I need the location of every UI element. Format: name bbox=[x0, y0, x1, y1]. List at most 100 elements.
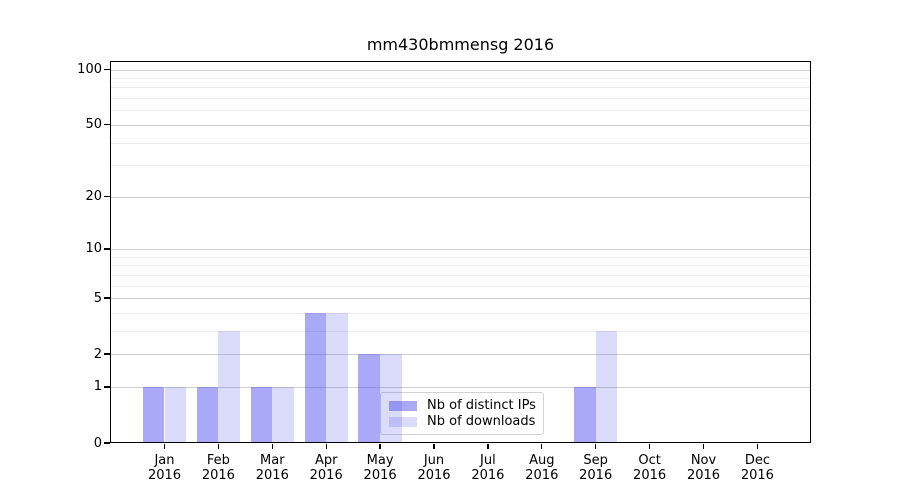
y-tick-5 bbox=[104, 297, 110, 299]
plot-area: Nb of distinct IPs Nb of downloads bbox=[110, 61, 811, 443]
x-tick-label-jul-2016: Jul 2016 bbox=[460, 453, 516, 483]
y-tick-label-50: 50 bbox=[85, 117, 102, 133]
bar-nb-of-downloads-feb-2016 bbox=[218, 330, 241, 443]
major-gridline-20 bbox=[110, 196, 811, 198]
x-tick-month: Feb bbox=[206, 453, 230, 468]
minor-gridline-60 bbox=[110, 110, 811, 112]
legend-label: Nb of distinct IPs bbox=[427, 398, 536, 413]
x-tick-month: Mar bbox=[260, 453, 285, 468]
x-tick-month: Jun bbox=[423, 453, 445, 468]
x-tick-jan-2016 bbox=[163, 443, 166, 449]
x-tick-year: 2016 bbox=[579, 468, 613, 483]
x-tick-label-mar-2016: Mar 2016 bbox=[244, 453, 300, 483]
chart-title: mm430bmmensg 2016 bbox=[366, 35, 555, 54]
x-tick-label-oct-2016: Oct 2016 bbox=[622, 453, 678, 483]
y-tick-label-20: 20 bbox=[85, 189, 102, 205]
x-tick-mar-2016 bbox=[271, 443, 273, 449]
x-tick-month: Sep bbox=[583, 453, 608, 468]
minor-gridline-4 bbox=[110, 312, 811, 314]
bar-nb-of-distinct-ips-may-2016 bbox=[358, 354, 381, 443]
gridlines-layer bbox=[110, 61, 811, 443]
x-tick-month: Apr bbox=[314, 453, 338, 468]
y-tick-50 bbox=[104, 124, 110, 126]
minor-gridline-30 bbox=[110, 165, 811, 167]
minor-gridline-7 bbox=[110, 274, 811, 276]
x-tick-month: Nov bbox=[690, 453, 717, 468]
x-tick-year: 2016 bbox=[417, 468, 451, 483]
minor-gridline-3 bbox=[110, 330, 811, 332]
minor-gridline-90 bbox=[110, 77, 811, 79]
x-tick-apr-2016 bbox=[325, 443, 327, 449]
x-tick-year: 2016 bbox=[147, 468, 182, 483]
bars-layer bbox=[110, 61, 811, 443]
y-tick-0 bbox=[104, 442, 110, 444]
x-tick-oct-2016 bbox=[648, 443, 651, 449]
major-gridline-50 bbox=[110, 124, 811, 126]
x-tick-year: 2016 bbox=[471, 468, 505, 483]
x-tick-jul-2016 bbox=[487, 443, 489, 449]
x-tick-label-feb-2016: Feb 2016 bbox=[190, 453, 246, 483]
y-tick-label-2: 2 bbox=[93, 346, 102, 362]
x-tick-dec-2016 bbox=[756, 443, 759, 449]
minor-gridline-6 bbox=[110, 285, 811, 287]
x-tick-label-sep-2016: Sep 2016 bbox=[568, 453, 624, 483]
x-tick-year: 2016 bbox=[309, 468, 343, 483]
minor-gridline-70 bbox=[110, 98, 811, 99]
x-tick-aug-2016 bbox=[541, 443, 543, 449]
y-tick-2 bbox=[104, 353, 110, 355]
x-tick-month: Jul bbox=[480, 453, 496, 468]
x-tick-may-2016 bbox=[379, 443, 381, 449]
y-tick-label-5: 5 bbox=[93, 290, 102, 306]
minor-gridline-8 bbox=[110, 265, 811, 267]
bar-nb-of-distinct-ips-feb-2016 bbox=[196, 386, 219, 443]
y-tick-label-1: 1 bbox=[93, 379, 102, 395]
bar-nb-of-distinct-ips-mar-2016 bbox=[250, 386, 273, 443]
y-tick-1 bbox=[104, 386, 110, 388]
x-tick-year: 2016 bbox=[255, 468, 289, 483]
legend-entry-nb-of-downloads: Nb of downloads bbox=[389, 414, 543, 430]
x-tick-month: Jan bbox=[154, 453, 175, 468]
x-tick-label-apr-2016: Apr 2016 bbox=[298, 453, 354, 483]
x-tick-month: Dec bbox=[744, 453, 770, 468]
major-gridline-10 bbox=[110, 248, 811, 250]
x-tick-label-dec-2016: Dec 2016 bbox=[729, 453, 785, 483]
major-gridline-5 bbox=[110, 298, 811, 299]
y-tick-label-0: 0 bbox=[93, 435, 102, 451]
bar-nb-of-downloads-apr-2016 bbox=[326, 312, 348, 443]
y-tick-20 bbox=[104, 195, 110, 198]
y-tick-10 bbox=[104, 248, 110, 250]
legend-label: Nb of downloads bbox=[427, 414, 536, 429]
x-tick-feb-2016 bbox=[217, 443, 220, 449]
x-tick-month: Oct bbox=[638, 453, 661, 468]
minor-gridline-40 bbox=[110, 142, 811, 144]
legend: Nb of distinct IPs Nb of downloads bbox=[380, 392, 544, 435]
x-tick-label-aug-2016: Aug 2016 bbox=[514, 453, 570, 483]
legend-swatch-nb-of-downloads bbox=[389, 417, 417, 427]
x-tick-label-may-2016: May 2016 bbox=[352, 453, 408, 483]
x-tick-jun-2016 bbox=[433, 443, 435, 449]
bar-nb-of-downloads-may-2016 bbox=[380, 354, 402, 443]
x-tick-label-nov-2016: Nov 2016 bbox=[676, 453, 732, 483]
legend-swatch-nb-of-distinct-ips bbox=[389, 401, 417, 411]
bar-nb-of-downloads-mar-2016 bbox=[272, 386, 294, 443]
bar-nb-of-distinct-ips-jan-2016 bbox=[142, 386, 165, 443]
major-gridline-1 bbox=[110, 386, 811, 388]
major-gridline-2 bbox=[110, 354, 811, 356]
x-tick-year: 2016 bbox=[201, 468, 235, 483]
legend-entry-nb-of-distinct-ips: Nb of distinct IPs bbox=[389, 398, 543, 414]
minor-gridline-9 bbox=[110, 256, 811, 258]
bar-nb-of-downloads-jan-2016 bbox=[164, 386, 187, 443]
x-tick-month: May bbox=[366, 453, 394, 468]
x-tick-nov-2016 bbox=[702, 443, 705, 449]
y-tick-label-100: 100 bbox=[77, 62, 102, 77]
bar-nb-of-distinct-ips-sep-2016 bbox=[574, 386, 596, 443]
y-tick-100 bbox=[104, 68, 110, 71]
bar-nb-of-downloads-sep-2016 bbox=[595, 330, 618, 443]
minor-gridline-80 bbox=[110, 87, 811, 89]
bar-nb-of-distinct-ips-apr-2016 bbox=[304, 312, 327, 443]
x-tick-label-jun-2016: Jun 2016 bbox=[406, 453, 462, 483]
y-tick-label-10: 10 bbox=[85, 241, 102, 257]
x-tick-year: 2016 bbox=[740, 468, 774, 483]
x-tick-sep-2016 bbox=[595, 443, 597, 449]
